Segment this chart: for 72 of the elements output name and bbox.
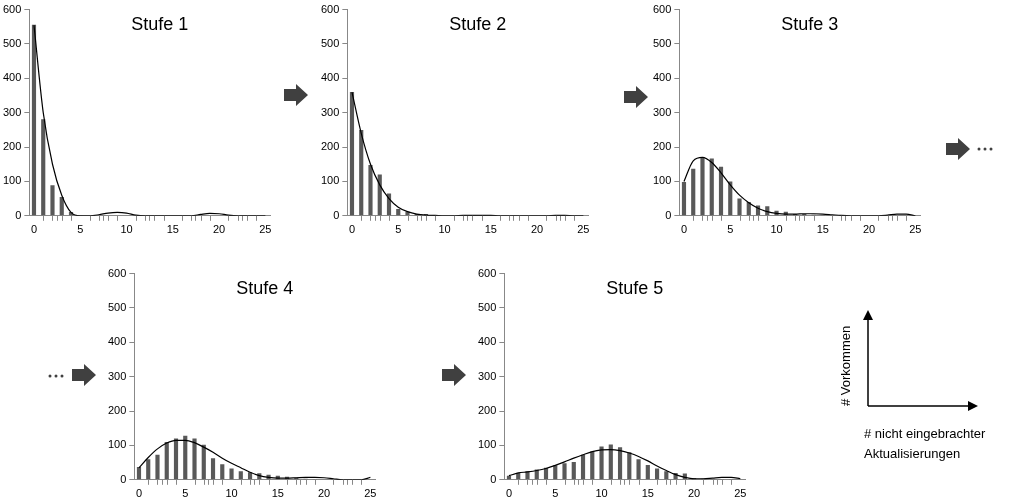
text: # nicht eingebrachter Aktualisierungen bbox=[864, 425, 987, 463]
y-tick-label: 400 bbox=[320, 71, 340, 84]
x-tick-label: 25 bbox=[909, 223, 922, 236]
y-tick-label: 0 bbox=[333, 208, 340, 221]
chart-title: Stufe 1 bbox=[131, 13, 189, 34]
x-tick-label: 25 bbox=[577, 223, 590, 236]
y-tick-label: 100 bbox=[477, 438, 497, 451]
x-tick-label: 25 bbox=[364, 487, 377, 500]
x-tick-label: 5 bbox=[552, 487, 559, 500]
y-tick-label: 400 bbox=[652, 71, 672, 84]
y-tick-label: 500 bbox=[652, 37, 672, 49]
x-tick-label: 10 bbox=[595, 487, 608, 500]
y-tick-label: 100 bbox=[320, 174, 340, 187]
x-tick-label: 0 bbox=[680, 223, 688, 236]
chart-title: Stufe 3 bbox=[781, 13, 839, 34]
y-tick-label: 300 bbox=[107, 369, 127, 382]
x-tick-label: 10 bbox=[438, 223, 451, 236]
x-tick-label: 0 bbox=[505, 487, 513, 500]
y-tick-label: 500 bbox=[320, 37, 340, 49]
y-tick-label: 0 bbox=[15, 208, 22, 221]
text: # Vorkommen bbox=[838, 325, 853, 406]
y-tick-label: 300 bbox=[652, 105, 672, 118]
y-tick-label: 600 bbox=[320, 2, 340, 15]
y-tick-label: 600 bbox=[2, 2, 22, 15]
x-tick-label: 10 bbox=[225, 487, 238, 500]
y-tick-label: 200 bbox=[477, 404, 497, 417]
x-tick-label: 5 bbox=[727, 223, 734, 236]
y-tick-label: 600 bbox=[652, 2, 672, 15]
y-tick-label: 0 bbox=[120, 472, 127, 485]
x-tick-label: 5 bbox=[182, 487, 189, 500]
x-tick-label: 25 bbox=[734, 487, 747, 500]
y-tick-label: 400 bbox=[107, 335, 127, 348]
x-tick-label: 0 bbox=[348, 223, 356, 236]
y-tick-label: 100 bbox=[652, 174, 672, 187]
y-tick-label: 200 bbox=[2, 140, 22, 153]
y-tick-label: 200 bbox=[320, 140, 340, 153]
y-tick-label: 100 bbox=[107, 438, 127, 451]
x-tick-label: 15 bbox=[484, 223, 497, 236]
x-tick-label: 5 bbox=[77, 223, 84, 236]
x-tick-label: 15 bbox=[641, 487, 654, 500]
x-tick-label: 15 bbox=[816, 223, 829, 236]
x-tick-label: 5 bbox=[395, 223, 402, 236]
chart-title: Stufe 2 bbox=[449, 13, 507, 34]
x-tick-label: 20 bbox=[317, 487, 331, 500]
y-tick-label: 100 bbox=[2, 174, 22, 187]
x-tick-label: 20 bbox=[687, 487, 701, 500]
y-tick-label: 400 bbox=[477, 335, 497, 348]
y-tick-label: 0 bbox=[665, 208, 672, 221]
y-tick-label: 500 bbox=[2, 37, 22, 49]
x-tick-label: 0 bbox=[135, 487, 143, 500]
x-tick-label: 20 bbox=[862, 223, 876, 236]
x-tick-label: 0 bbox=[30, 223, 38, 236]
x-tick-label: 20 bbox=[530, 223, 544, 236]
x-tick-label: 25 bbox=[259, 223, 272, 236]
chart-title: Stufe 5 bbox=[606, 277, 664, 298]
y-tick-label: 300 bbox=[2, 105, 22, 118]
y-tick-label: 600 bbox=[477, 266, 497, 279]
y-tick-label: 300 bbox=[320, 105, 340, 118]
y-tick-label: 500 bbox=[477, 301, 497, 313]
y-tick-label: 200 bbox=[107, 404, 127, 417]
y-tick-label: 0 bbox=[490, 472, 497, 485]
x-tick-label: 20 bbox=[212, 223, 226, 236]
x-tick-label: 10 bbox=[120, 223, 133, 236]
chart-title: Stufe 4 bbox=[236, 277, 294, 298]
y-tick-label: 300 bbox=[477, 369, 497, 382]
y-tick-label: 200 bbox=[652, 140, 672, 153]
x-tick-label: 15 bbox=[271, 487, 284, 500]
y-tick-label: 400 bbox=[2, 71, 22, 84]
x-tick-label: 10 bbox=[770, 223, 783, 236]
y-tick-label: 600 bbox=[107, 266, 127, 279]
y-tick-label: 500 bbox=[107, 301, 127, 313]
x-tick-label: 15 bbox=[166, 223, 179, 236]
